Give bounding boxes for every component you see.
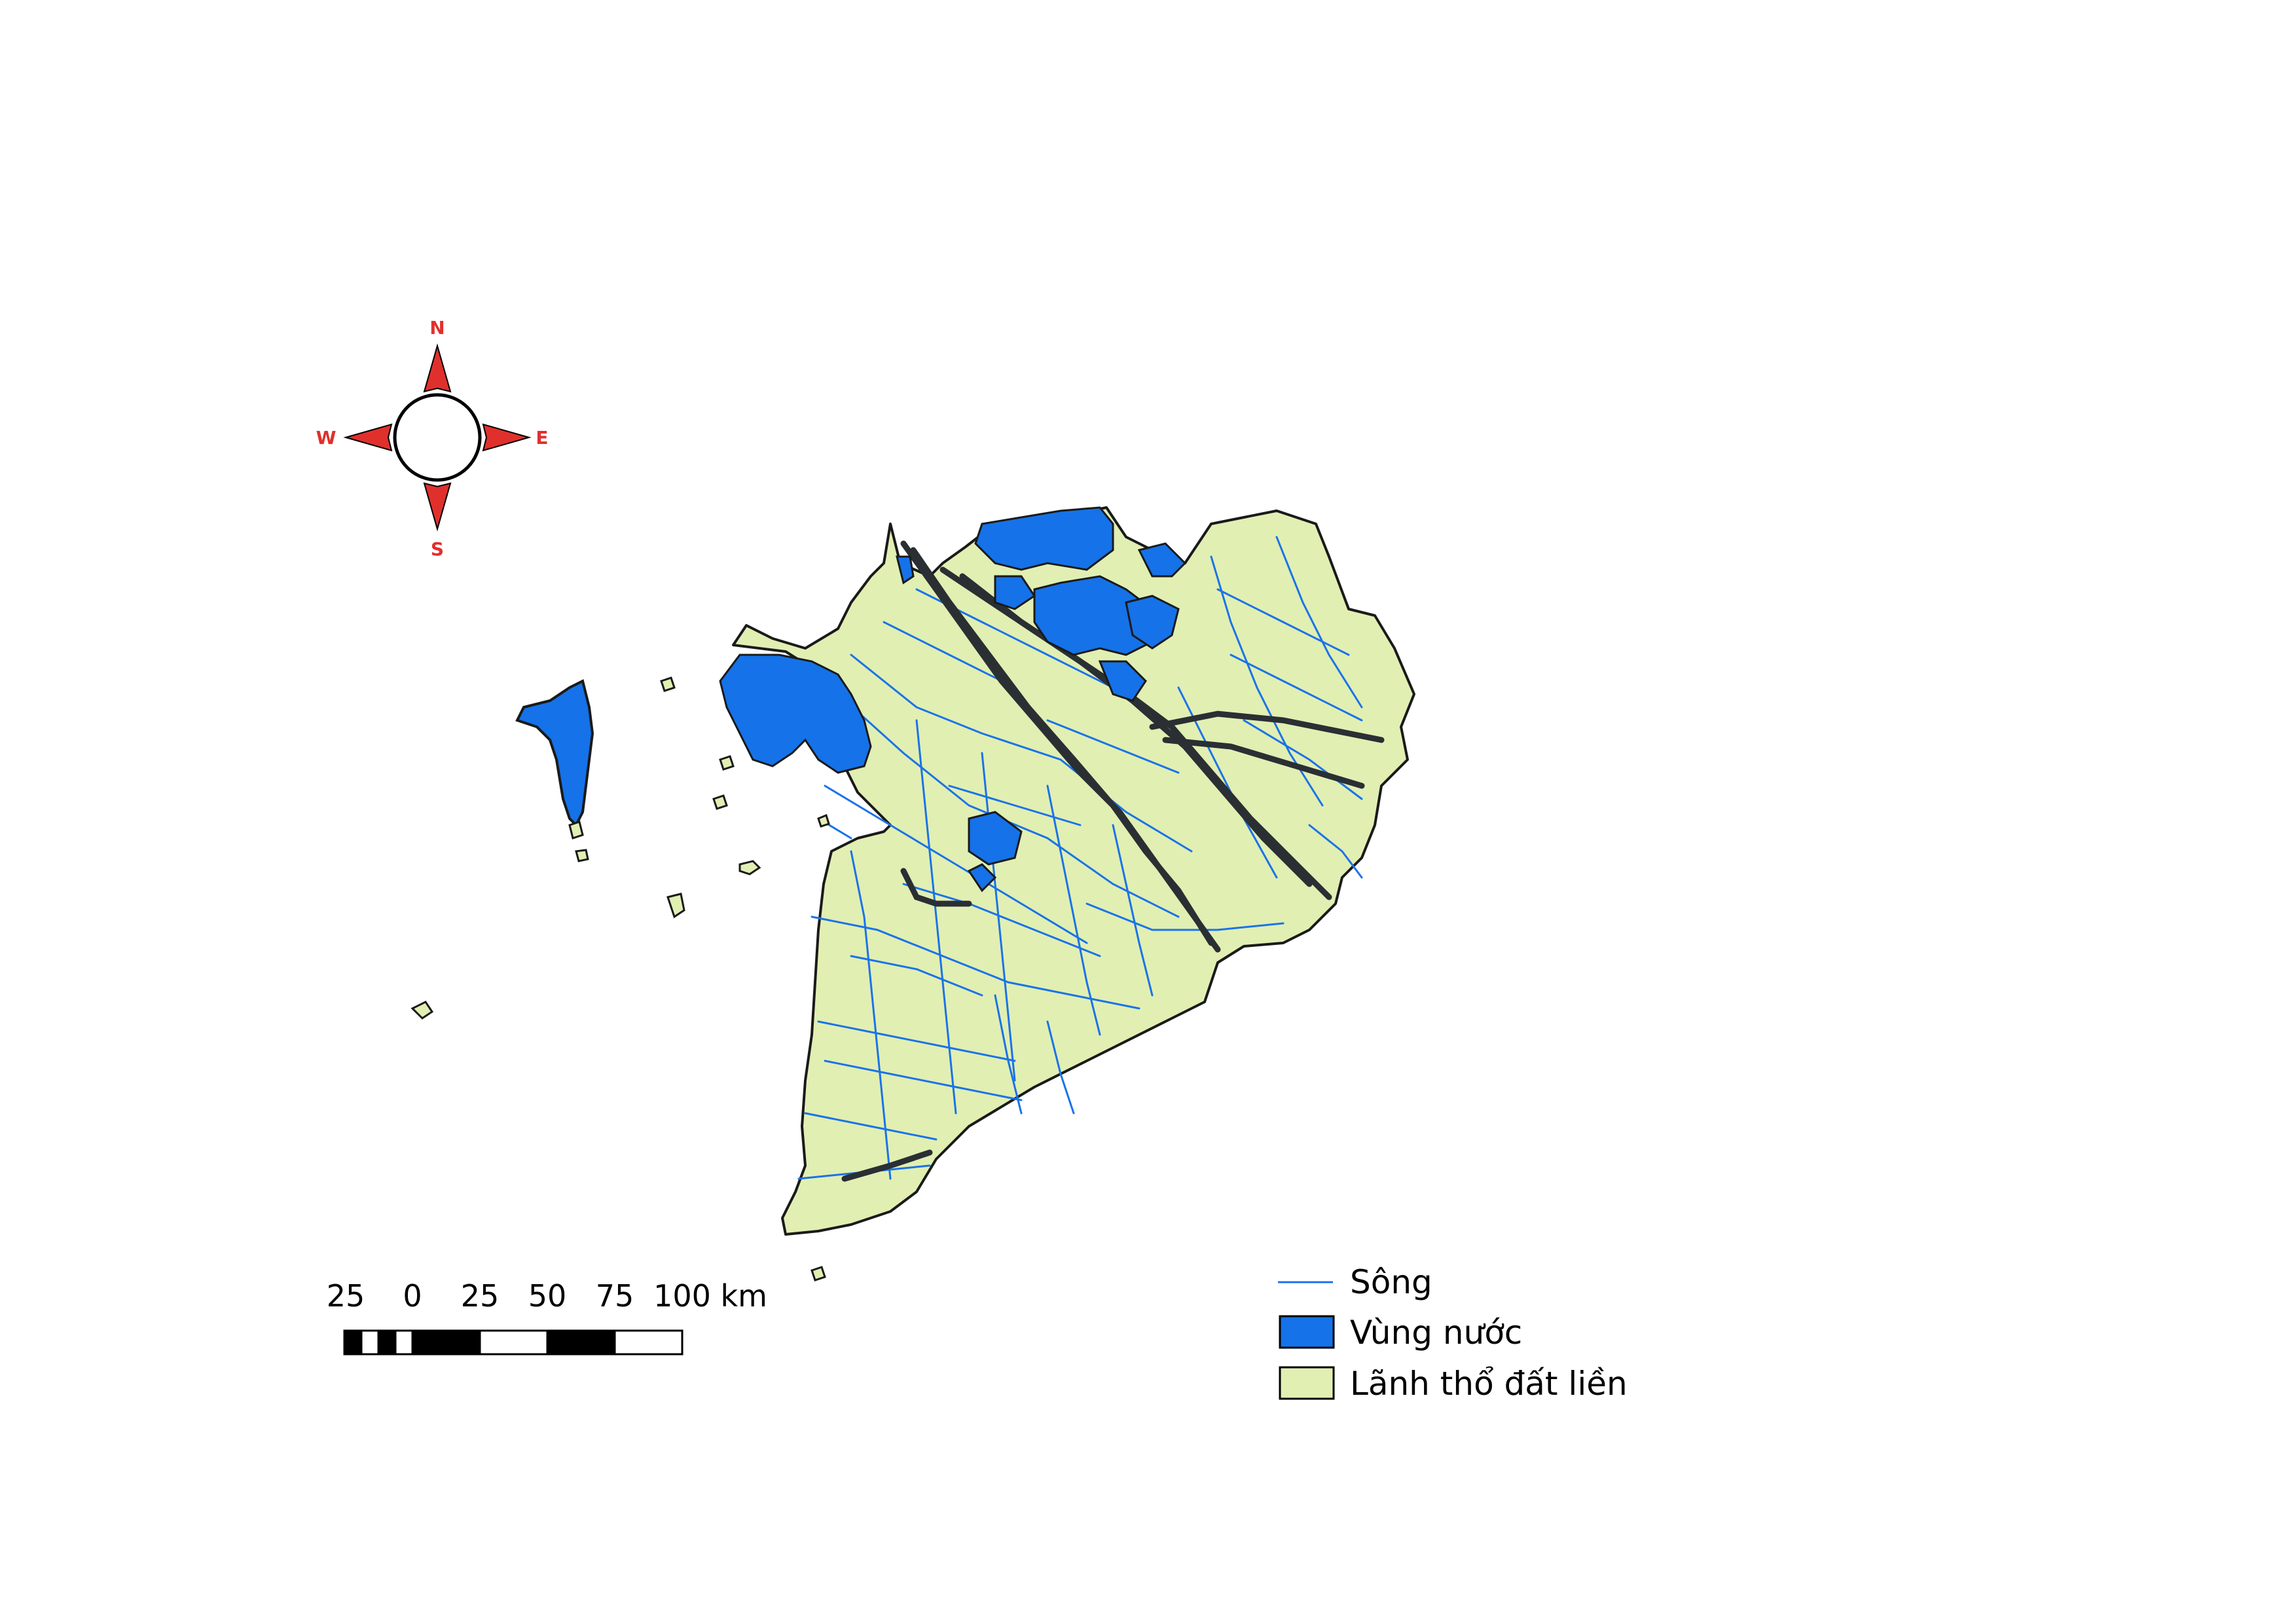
- scale-tick-label: 50: [528, 1278, 567, 1314]
- west-pointer: [343, 423, 393, 452]
- scale-tick-label: 75: [596, 1278, 634, 1314]
- compass-ring: [393, 393, 482, 482]
- north-arrow: N S E W: [316, 317, 549, 560]
- scale-tick-label: 0: [403, 1278, 422, 1314]
- main-rivers: [841, 540, 1385, 1182]
- compass-south-label: S: [431, 538, 444, 560]
- legend-label: Vùng nước: [1350, 1314, 1522, 1352]
- map-layers: [410, 506, 1415, 1282]
- water-bodies: [719, 506, 1187, 893]
- scale-bar-segments: [343, 1329, 683, 1356]
- legend-item: Vùng nước: [1279, 1314, 1522, 1352]
- north-wetland-polygon: [974, 506, 1114, 571]
- blue-fill-icon: [1279, 1315, 1335, 1349]
- bay-polygon: [719, 654, 872, 774]
- compass-west-label: W: [316, 427, 337, 449]
- legend-item: Lãnh thổ đất liền: [1279, 1365, 1628, 1403]
- island-polygon: [515, 679, 594, 828]
- scale-tick-label: 25: [327, 1278, 365, 1314]
- south-pointer: [423, 482, 452, 532]
- green-fill-icon: [1279, 1366, 1335, 1400]
- compass-north-label: N: [429, 317, 445, 339]
- legend-item: Sông: [1278, 1263, 1432, 1301]
- compass-east-label: E: [536, 427, 548, 449]
- scale-tick-label: 25: [461, 1278, 500, 1314]
- scale-bar: 25 0 25 50 75 100 km: [327, 1278, 767, 1356]
- legend: Sông Vùng nước Lãnh thổ đất liền: [1278, 1263, 1628, 1403]
- small-islands: [410, 676, 830, 1282]
- east-pointer: [482, 423, 532, 452]
- legend-label: Lãnh thổ đất liền: [1350, 1365, 1628, 1403]
- legend-label: Sông: [1350, 1263, 1432, 1301]
- scale-tick-label: 100 km: [653, 1278, 767, 1314]
- north-pointer: [423, 343, 452, 393]
